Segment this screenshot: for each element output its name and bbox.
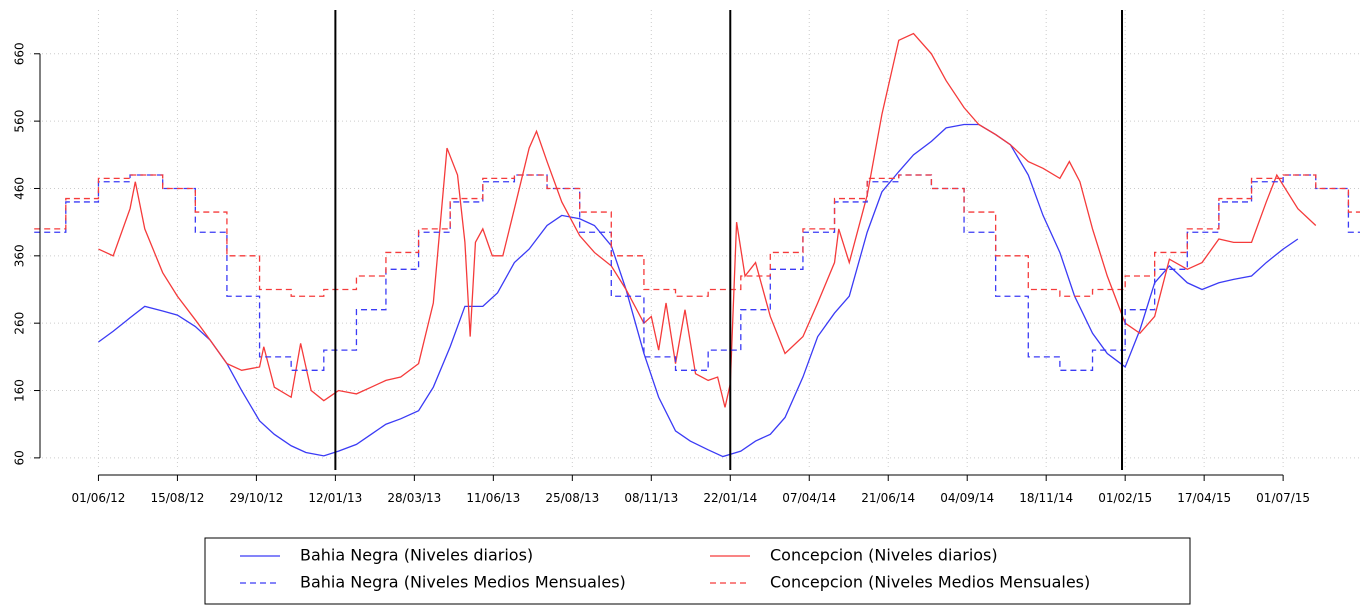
x-tick-label: 29/10/12 bbox=[229, 491, 283, 505]
legend: Bahia Negra (Niveles diarios) Concepcion … bbox=[204, 537, 1191, 605]
x-tick-label: 01/07/15 bbox=[1256, 491, 1310, 505]
legend-label: Bahia Negra (Niveles diarios) bbox=[300, 546, 533, 565]
grid bbox=[30, 10, 1360, 470]
x-tick-label: 07/04/14 bbox=[782, 491, 836, 505]
x-tick-label: 25/08/13 bbox=[545, 491, 599, 505]
x-tick-label: 21/06/14 bbox=[861, 491, 915, 505]
x-tick-label: 04/09/14 bbox=[940, 491, 994, 505]
x-tick-label: 08/11/13 bbox=[624, 491, 678, 505]
x-tick-label: 12/01/13 bbox=[308, 491, 362, 505]
step-line bbox=[34, 174, 1360, 297]
x-tick-label: 11/06/13 bbox=[466, 491, 520, 505]
x-tick-label: 01/02/15 bbox=[1098, 491, 1152, 505]
x-tick-label: 17/04/15 bbox=[1177, 491, 1231, 505]
legend-label: Concepcion (Niveles Medios Mensuales) bbox=[770, 573, 1090, 592]
x-tick-label: 01/06/12 bbox=[71, 491, 125, 505]
legend-label: Concepcion (Niveles diarios) bbox=[770, 546, 998, 565]
legend-box bbox=[204, 537, 1191, 605]
axes: 60 160 260 360 460 560 660 01/06/12 15/08/12 29/1… bbox=[13, 42, 1311, 505]
y-tick-label: 160 bbox=[13, 379, 27, 402]
plot-area bbox=[34, 10, 1360, 470]
line bbox=[98, 123, 1299, 458]
y-tick-label: 360 bbox=[13, 244, 27, 267]
x-tick-label: 15/08/12 bbox=[150, 491, 204, 505]
x-tick-label: 18/11/14 bbox=[1019, 491, 1073, 505]
line bbox=[98, 32, 1317, 408]
y-tick-label: 260 bbox=[13, 312, 27, 335]
y-tick-label: 60 bbox=[13, 450, 27, 465]
legend-label: Bahia Negra (Niveles Medios Mensuales) bbox=[300, 573, 626, 592]
y-tick-label: 460 bbox=[13, 177, 27, 200]
y-tick-label: 660 bbox=[13, 42, 27, 65]
x-tick-label: 22/01/14 bbox=[703, 491, 757, 505]
step-line bbox=[34, 174, 1360, 371]
x-tick-label: 28/03/13 bbox=[387, 491, 441, 505]
y-tick-label: 560 bbox=[13, 110, 27, 133]
